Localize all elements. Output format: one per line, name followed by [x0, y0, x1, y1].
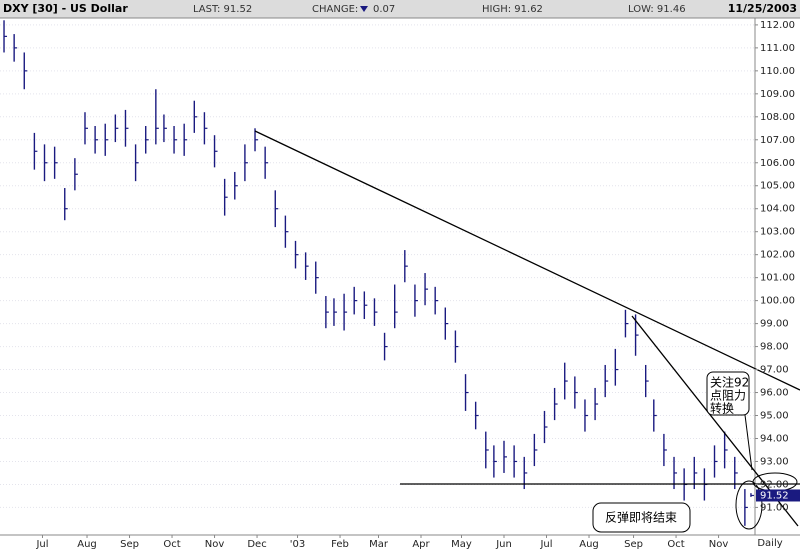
last-price-label: 91.52 — [760, 490, 789, 501]
header-change: 0.07 — [373, 4, 395, 15]
y-tick-label: 102.00 — [760, 250, 795, 261]
chart-title: DXY [30] - US Dollar — [3, 2, 128, 15]
y-tick-label: 112.00 — [760, 20, 795, 31]
last-price-box — [756, 489, 800, 502]
x-tick-label: Dec — [247, 539, 266, 550]
y-tick-label: 91.00 — [760, 502, 789, 513]
y-tick-label: 98.00 — [760, 342, 789, 353]
annotation-text: 反弹即将结束 — [605, 511, 677, 525]
annotation-text: 点阻力 — [710, 389, 746, 403]
x-tick-label: May — [451, 539, 472, 550]
header-low: LOW: 91.46 — [628, 4, 686, 15]
header-last: LAST: 91.52 — [193, 4, 252, 15]
annotation-text: 关注92 — [710, 375, 749, 390]
annotation-text: 转换 — [710, 401, 734, 416]
header-date: 11/25/2003 — [728, 2, 797, 15]
x-axis-label: Daily — [757, 538, 782, 549]
x-tick-label: Jul — [35, 539, 48, 550]
y-tick-label: 107.00 — [760, 135, 795, 146]
y-tick-label: 111.00 — [760, 43, 795, 54]
y-tick-label: 101.00 — [760, 273, 795, 284]
y-tick-label: 109.00 — [760, 89, 795, 100]
x-tick-label: Sep — [624, 539, 643, 550]
callout-line — [744, 414, 753, 471]
header-bar — [0, 0, 800, 18]
y-tick-label: 92.00 — [760, 479, 789, 490]
y-tick-label: 104.00 — [760, 204, 795, 215]
x-tick-label: Jun — [495, 539, 512, 550]
y-tick-label: 95.00 — [760, 411, 789, 422]
highlight-ellipse — [735, 480, 763, 530]
y-tick-label: 106.00 — [760, 158, 795, 169]
x-tick-label: Feb — [331, 539, 349, 550]
x-tick-label: Apr — [412, 539, 430, 550]
y-tick-label: 97.00 — [760, 365, 789, 376]
x-tick-label: Oct — [163, 539, 180, 550]
header-change-label: CHANGE: — [312, 4, 358, 15]
trend-line — [254, 130, 800, 391]
y-tick-label: 105.00 — [760, 181, 795, 192]
annotation-box — [706, 371, 750, 416]
down-arrow-icon — [360, 6, 368, 12]
y-tick-label: 103.00 — [760, 227, 795, 238]
x-tick-label: Nov — [205, 539, 225, 550]
header-high: HIGH: 91.62 — [482, 4, 543, 15]
y-tick-label: 96.00 — [760, 388, 789, 399]
y-tick-label: 99.00 — [760, 319, 789, 330]
x-tick-label: Mar — [369, 539, 389, 550]
x-tick-label: '03 — [290, 539, 305, 550]
x-tick-label: Sep — [120, 539, 139, 550]
x-tick-label: Aug — [579, 539, 599, 550]
y-tick-label: 110.00 — [760, 66, 795, 77]
x-tick-label: Jul — [539, 539, 552, 550]
y-tick-label: 108.00 — [760, 112, 795, 123]
x-tick-label: Nov — [709, 539, 729, 550]
x-tick-label: Aug — [77, 539, 97, 550]
y-tick-label: 94.00 — [760, 433, 789, 444]
annotation-box — [592, 502, 691, 533]
y-tick-label: 100.00 — [760, 296, 795, 307]
y-tick-label: 93.00 — [760, 456, 789, 467]
x-tick-label: Oct — [667, 539, 684, 550]
